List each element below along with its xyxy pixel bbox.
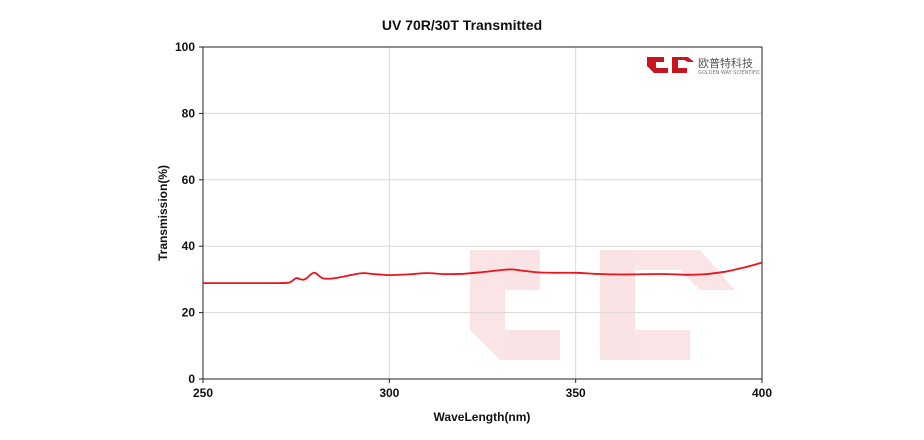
x-tick-label: 350 [566, 386, 586, 400]
y-tick-label: 60 [182, 173, 196, 187]
brand-logo: 欧普特科技 GOLDEN WAY SCIENTIFIC [647, 56, 761, 76]
x-tick-labels: 250 300 350 400 [193, 379, 772, 400]
y-tick-label: 0 [188, 372, 195, 386]
brand-name-cn: 欧普特科技 [698, 56, 753, 70]
grid-lines [203, 47, 762, 379]
x-tick-label: 250 [193, 386, 213, 400]
brand-mark-icon [647, 57, 694, 73]
series-line [203, 261, 763, 284]
x-axis-label: WaveLength(nm) [434, 410, 531, 424]
chart-title: UV 70R/30T Transmitted [382, 17, 542, 33]
y-tick-label: 80 [182, 106, 196, 120]
y-axis-label: Transmission(%) [156, 165, 170, 261]
plot-frame [202, 46, 763, 380]
brand-name-en: GOLDEN WAY SCIENTIFIC [698, 70, 761, 76]
x-tick-label: 400 [752, 386, 772, 400]
watermark-logo [470, 250, 735, 360]
y-tick-labels: 0 20 40 60 80 100 [175, 40, 203, 386]
watermark-shape-right [600, 250, 735, 360]
x-tick-label: 300 [379, 386, 399, 400]
y-tick-label: 40 [182, 239, 196, 253]
y-tick-label: 20 [182, 306, 196, 320]
watermark-shape-left [470, 250, 560, 360]
y-tick-label: 100 [175, 40, 195, 54]
